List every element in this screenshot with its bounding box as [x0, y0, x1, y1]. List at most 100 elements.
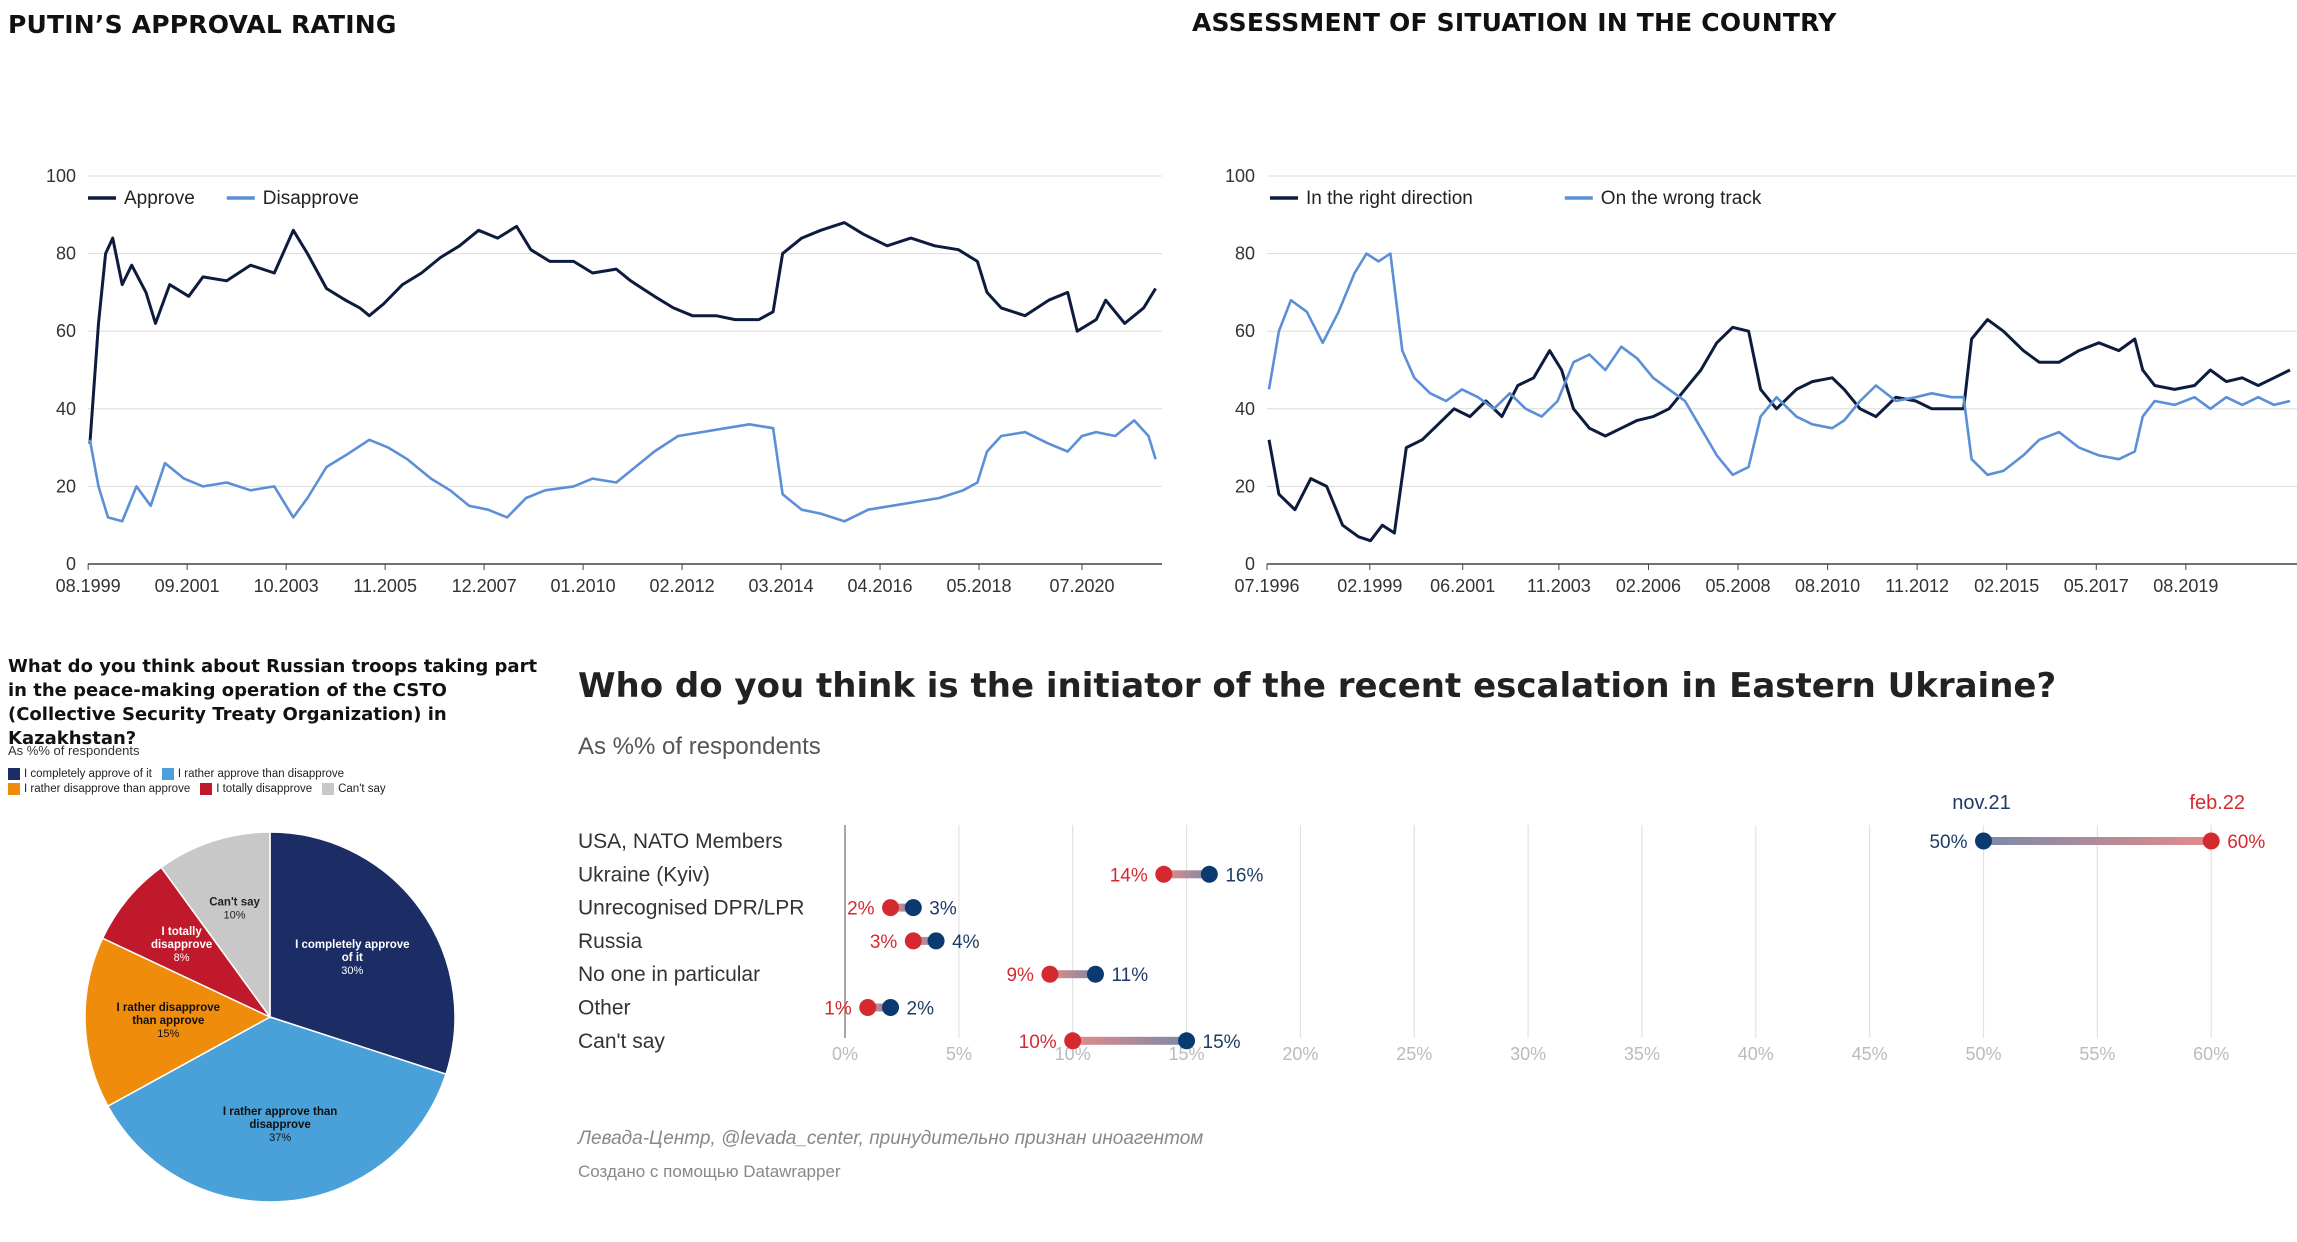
pie-slice-label: I rather disapprove [117, 1002, 221, 1014]
x-tick-label: 20% [1282, 1044, 1318, 1064]
x-tick-label: 09.2001 [155, 576, 220, 596]
dumbbell-bar [890, 903, 914, 912]
pie-legend-swatch [161, 768, 174, 780]
pie-slice-label: disapprove [151, 939, 212, 951]
legend-label-0: Approve [124, 188, 195, 209]
nov21-dot [1975, 832, 1992, 850]
x-tick-label: 15% [1169, 1044, 1205, 1064]
nov21-dot [904, 899, 922, 917]
y-tick-label: 40 [56, 399, 76, 419]
pie-legend-item: I completely approve of it [8, 768, 152, 780]
dumbbell-subtitle: As %% of respondents [578, 733, 821, 760]
y-tick-label: 60 [56, 321, 76, 341]
x-tick-label: 06.2001 [1430, 576, 1495, 596]
dumbbell-chart-title: Who do you think is the initiator of the… [578, 666, 2057, 706]
y-tick-label: 0 [1245, 554, 1255, 574]
dumbbell-bar [1163, 870, 1210, 879]
x-tick-label: 02.2012 [650, 576, 715, 596]
feb22-dot [859, 999, 877, 1016]
dumbbell-bar [1072, 1036, 1187, 1045]
feb22-value-label: 9% [1006, 965, 1034, 986]
y-tick-label: 80 [1235, 244, 1255, 264]
pie-slice-label: I completely approve [295, 939, 409, 951]
pie-slice-label: of it [342, 952, 363, 964]
series-line-0 [88, 221, 1157, 444]
feb22-dot [2202, 832, 2220, 850]
pie-slice-label: 30% [341, 965, 363, 977]
pie-slice-2 [84, 937, 272, 1108]
series-line-1 [88, 419, 1157, 523]
category-label: Other [578, 997, 631, 1020]
pie-slice-4 [160, 831, 271, 1020]
pie-slice-label: I rather approve than [223, 1106, 337, 1118]
category-label: USA, NATO Members [578, 830, 783, 853]
approval-chart-title: PUTIN’S APPROVAL RATING [8, 10, 397, 39]
feb22-dot [1041, 965, 1059, 983]
pie-subtitle: As %% of respondents [8, 743, 140, 758]
nov21-dot [927, 932, 945, 950]
feb22-value-label: 10% [1019, 1032, 1057, 1053]
credit-note: Создано с помощью Datawrapper [578, 1162, 841, 1181]
pie-slice-label: 10% [224, 909, 246, 921]
pie-slice-label: disapprove [249, 1119, 310, 1131]
feb22-dot [1064, 1032, 1082, 1050]
x-tick-label: 02.2015 [1974, 576, 2039, 596]
x-tick-label: 04.2016 [848, 576, 913, 596]
pie-legend-swatch [200, 783, 213, 795]
pie-legend-label: I completely approve of it [24, 768, 152, 780]
x-tick-label: 5% [946, 1044, 972, 1064]
y-tick-label: 20 [56, 476, 76, 496]
series-line-0 [1267, 318, 2291, 543]
x-tick-label: 10.2003 [254, 576, 319, 596]
x-tick-label: 25% [1396, 1044, 1432, 1064]
x-tick-label: 10% [1055, 1044, 1091, 1064]
y-tick-label: 40 [1235, 399, 1255, 419]
x-tick-label: 02.1999 [1337, 576, 1402, 596]
series-label-feb22: feb.22 [2189, 792, 2245, 814]
pie-slice-label: 8% [174, 952, 190, 964]
nov21-value-label: 4% [952, 932, 980, 953]
approval-line-chart: 0 20 40 60 80 100 08.1999 09.2001 10.2003 11.2005… [46, 166, 1162, 596]
pie-slice-3 [101, 866, 271, 1018]
x-tick-label: 40% [1738, 1044, 1774, 1064]
pie-slice-label: 37% [269, 1132, 291, 1144]
assessment-chart-title: ASSESSMENT OF SITUATION IN THE COUNTRY [1192, 8, 1837, 37]
pie-legend-item: Can't say [322, 783, 386, 795]
pie-legend-item: I rather approve than disapprove [161, 768, 344, 780]
category-label: Ukraine (Kyiv) [578, 863, 710, 886]
x-tick-label: 07.1996 [1234, 576, 1299, 596]
feb22-value-label: 14% [1110, 865, 1148, 886]
x-tick-label: 60% [2193, 1044, 2229, 1064]
pie-slice-1 [106, 1016, 447, 1203]
category-label: No one in particular [578, 963, 760, 986]
x-tick-label: 12.2007 [452, 576, 517, 596]
nov21-value-label: 3% [929, 899, 957, 920]
nov21-dot [1200, 865, 1218, 883]
x-tick-label: 03.2014 [749, 576, 814, 596]
x-tick-label: 01.2010 [551, 576, 616, 596]
legend-label-1: On the wrong track [1601, 188, 1762, 209]
pie-legend-swatch [8, 768, 20, 780]
x-tick-label: 08.2010 [1795, 576, 1860, 596]
dumbbell-bar [1049, 970, 1096, 979]
dumbbell-chart: 0%5%10%15%20%25%30%35%40%45%50%55%60%6US… [578, 792, 2265, 1064]
y-tick-label: 80 [56, 244, 76, 264]
category-label: Russia [578, 930, 643, 953]
feb22-value-label: 60% [2227, 832, 2265, 853]
pie-legend-label: Can't say [338, 783, 386, 795]
feb22-value-label: 2% [847, 899, 875, 920]
pie-slice-label: Can't say [209, 896, 260, 908]
pie-legend-label: I totally disapprove [216, 783, 313, 795]
x-tick-label: 11.2012 [1885, 576, 1949, 596]
pie-legend: I completely approve of it I rather appro… [8, 768, 528, 795]
pie-legend-swatch [322, 783, 335, 795]
assessment-line-chart: 0 20 40 60 80 100 07.1996 02.1999 06.2001 11.2003… [1225, 166, 2297, 596]
x-tick-label: 50% [1965, 1044, 2001, 1064]
x-tick-label: 45% [1852, 1044, 1888, 1064]
x-tick-label: 30% [1510, 1044, 1546, 1064]
pie-legend-item: I rather disapprove than approve [8, 783, 190, 795]
x-tick-label: 07.2020 [1049, 576, 1114, 596]
nov21-dot [882, 999, 900, 1016]
y-tick-label: 60 [1235, 321, 1255, 341]
